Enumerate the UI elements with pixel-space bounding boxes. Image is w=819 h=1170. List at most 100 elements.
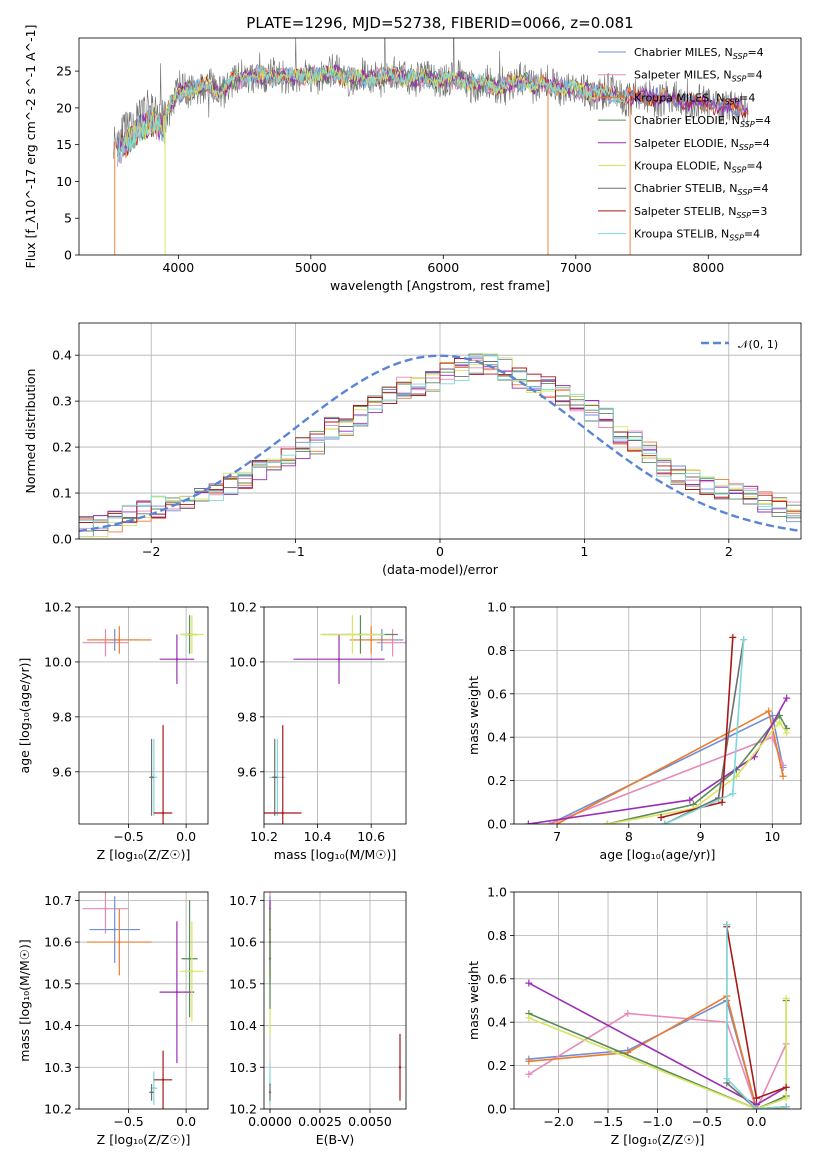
data-point: [161, 1078, 165, 1081]
mass-vs-extinction-panel: 0.0000 0.0025 0.0050 10.2 10.3 10.4 10.5 10.6 10…: [229, 891, 407, 1147]
legend-entry: Chabrier MILES, NSSP=4: [634, 46, 764, 61]
weight-marker: [775, 718, 783, 726]
y-tick-label: 0.4: [487, 730, 507, 745]
data-point: [268, 957, 272, 960]
x-tick-label: −0.5: [113, 1114, 143, 1129]
y-tick-label: 10.4: [229, 1018, 257, 1033]
x-tick-label: −2.0: [543, 1114, 573, 1129]
y-tick-label: 10.5: [229, 976, 257, 991]
weight-marker: [782, 1083, 790, 1091]
x-axis-label: wavelength [Angstrom, rest frame]: [330, 278, 550, 293]
y-axis-label: mass weight: [466, 961, 481, 1040]
y-tick-label: 0.2: [52, 440, 72, 455]
weight-marker: [525, 1014, 533, 1022]
axes-frame: [263, 606, 407, 825]
x-tick-label: −1.0: [642, 1114, 672, 1129]
y-tick-label: 10.2: [44, 1102, 72, 1117]
x-axis-label: E(B-V): [316, 1132, 355, 1147]
x-tick-label: 2: [725, 544, 733, 559]
data-point: [118, 940, 121, 944]
data-point: [150, 776, 153, 779]
plot-area: [268, 892, 402, 1105]
y-tick-label: 5: [64, 211, 72, 226]
y-tick-label: 0.1: [52, 486, 72, 501]
data-point: [190, 970, 194, 973]
residuals-panel: −2 −1 0 1 2 0.0 0.1 0.2 0.3 0.4 (data-model)/error…: [23, 322, 802, 577]
y-tick-label: 9.6: [52, 764, 72, 779]
y-tick-label: 25: [56, 64, 72, 79]
y-tick-label: 9.6: [237, 764, 257, 779]
weight-line-kroupa-stelib: [726, 924, 787, 1109]
axes-frame: [263, 891, 407, 1110]
legend-entry: Kroupa STELIB, NSSP=4: [634, 228, 760, 243]
data-point: [152, 1086, 156, 1090]
axes-frame: [78, 322, 802, 540]
weight-marker: [782, 1103, 790, 1109]
x-tick-label: 7: [553, 829, 561, 844]
y-tick-label: 10: [56, 174, 72, 189]
y-tick-label: 0.8: [487, 643, 507, 658]
data-point: [337, 657, 341, 661]
plot-area: [113, 38, 749, 255]
spectrum-legend: Chabrier MILES, NSSP=4 Salpeter MILES, NS…: [598, 46, 771, 243]
legend-entry: Kroupa MILES, NSSP=4: [634, 91, 755, 106]
x-tick-label: −0.5: [113, 829, 143, 844]
weight-marker: [752, 1094, 760, 1102]
normal-curve: [79, 354, 801, 533]
legend-entry: Chabrier ELODIE, NSSP=4: [634, 114, 771, 129]
weight-marker: [657, 813, 665, 821]
age-vs-mass-panel: 10.2 10.4 10.6 9.6 9.8 10.0 10.2 mass [log₁₀(M/…: [229, 600, 407, 862]
plot-area: [82, 892, 204, 1109]
y-tick-label: 1.0: [487, 885, 507, 900]
weight-marker: [752, 1105, 760, 1109]
x-tick-label: −2: [142, 544, 160, 559]
x-tick-label: −0.5: [692, 1114, 722, 1129]
y-tick-label: 10.2: [44, 600, 72, 615]
x-tick-label: 4000: [162, 260, 194, 275]
weight-marker: [525, 1057, 533, 1065]
weight-line-chabrier-miles: [549, 714, 784, 824]
legend-entry: Salpeter ELODIE, NSSP=4: [634, 137, 770, 152]
weight-marker: [765, 707, 773, 715]
y-tick-label: 0.0: [487, 817, 507, 832]
legend-entry: Salpeter STELIB, NSSP=3: [634, 205, 767, 220]
x-tick-label: 6000: [427, 260, 459, 275]
x-axis-label: Z [log₁₀(Z/Z☉)]: [97, 1132, 191, 1147]
y-tick-label: 20: [56, 100, 72, 115]
y-tick-label: 10.3: [44, 1060, 72, 1075]
data-point: [281, 811, 284, 815]
weight-marker: [661, 820, 669, 824]
y-tick-label: 0.3: [52, 394, 72, 409]
x-tick-label: 9: [697, 829, 705, 844]
weight-marker: [779, 772, 787, 780]
weight-marker: [729, 790, 737, 798]
axes-frame: [513, 891, 802, 1110]
weight-marker: [525, 1070, 533, 1078]
weight-marker: [718, 798, 726, 806]
y-tick-label: 10.7: [229, 893, 257, 908]
y-tick-label: 10.6: [44, 935, 72, 950]
weight-marker: [783, 694, 791, 702]
x-tick-label: 5000: [295, 260, 327, 275]
x-tick-label: 10.4: [304, 829, 332, 844]
data-point: [190, 633, 194, 636]
y-tick-label: 15: [56, 137, 72, 152]
x-tick-label: −1.5: [593, 1114, 623, 1129]
y-axis-label: mass [log₁₀(M/M☉)]: [17, 939, 32, 1061]
axes-frame: [513, 606, 802, 825]
y-tick-label: 10.3: [229, 1060, 257, 1075]
axes-frame: [78, 606, 209, 825]
data-point: [113, 928, 116, 931]
y-tick-label: 10.0: [44, 654, 72, 669]
weight-marker: [723, 921, 731, 929]
plot-area: [264, 615, 406, 824]
x-tick-label: 0.0: [747, 1114, 767, 1129]
weight-marker: [686, 796, 694, 804]
x-tick-label: 0.0: [176, 829, 196, 844]
weight-marker: [782, 994, 790, 1002]
age-vs-metallicity-panel: −0.5 0.0 9.6 9.8 10.0 10.2 Z [log₁₀(Z/Z☉)] age …: [17, 600, 209, 862]
weight-marker: [525, 979, 533, 987]
x-tick-label: 10: [764, 829, 780, 844]
data-point: [104, 641, 107, 644]
